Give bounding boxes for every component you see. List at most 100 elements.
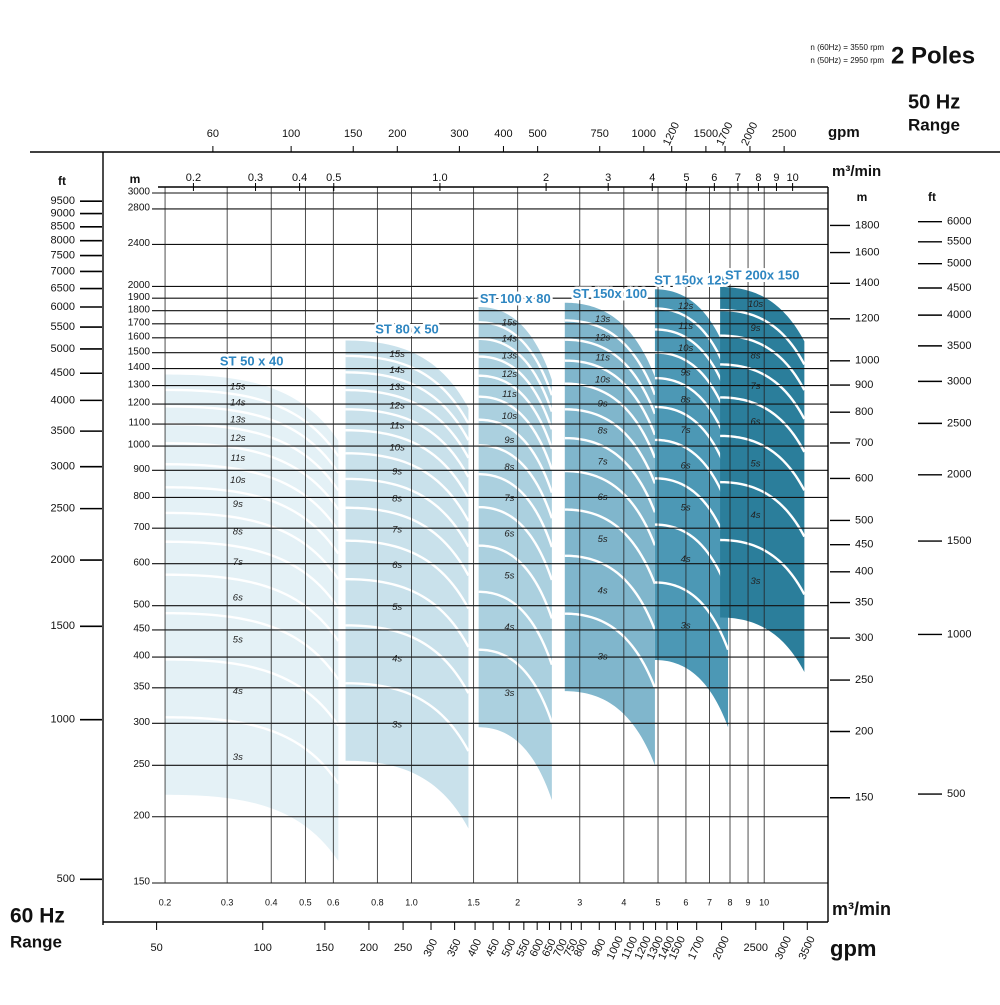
stage-boundary bbox=[345, 408, 470, 478]
x-tick-label: 0.5 bbox=[299, 897, 312, 907]
stage-label: 10s bbox=[230, 475, 246, 486]
range-60-word: Range bbox=[10, 932, 62, 951]
stage-boundary bbox=[165, 486, 340, 555]
stage-label: 3s bbox=[392, 720, 402, 731]
ft-tick-label: 5000 bbox=[51, 343, 75, 355]
stage-label: 11s bbox=[502, 389, 517, 400]
gpm-tick-label: 2000 bbox=[711, 934, 732, 961]
stage-label: 13s bbox=[390, 382, 406, 393]
ft-tick-label: 4000 bbox=[51, 394, 75, 406]
stage-label: 10s bbox=[748, 299, 764, 310]
x-tick-label: 0.8 bbox=[371, 897, 384, 907]
y-tick-label: 400 bbox=[133, 651, 150, 662]
y-tick-label: 1400 bbox=[128, 362, 151, 373]
x-tick-label: 3 bbox=[577, 897, 582, 907]
y-tick-label: 1800 bbox=[128, 304, 151, 315]
unit-m-right: m bbox=[857, 190, 868, 204]
stage-boundary bbox=[654, 405, 730, 475]
gpm-tick-label: 500 bbox=[500, 937, 519, 959]
y-tick-label: 1200 bbox=[128, 398, 151, 409]
x-tick-label: 1.5 bbox=[467, 897, 480, 907]
y-tick-label: 1500 bbox=[128, 346, 151, 357]
pump-band bbox=[165, 374, 339, 862]
ft-tick-label: 1000 bbox=[51, 714, 75, 726]
stage-label: 8s bbox=[750, 350, 760, 361]
y-tick-label: 1900 bbox=[128, 292, 151, 303]
stage-label: 4s bbox=[233, 686, 243, 697]
y-tick-label: 700 bbox=[133, 522, 150, 533]
stage-label: 7s bbox=[598, 456, 608, 467]
ft-tick-label: 2500 bbox=[51, 503, 75, 515]
y-tick-label: 800 bbox=[133, 491, 150, 502]
stage-boundary bbox=[345, 429, 470, 499]
ft2-tick-label: 4000 bbox=[947, 309, 971, 321]
y-tick-label: 1300 bbox=[128, 379, 151, 390]
stage-label: 11s bbox=[231, 453, 246, 464]
ft-tick-label: 6500 bbox=[51, 282, 75, 294]
x-tick-label: 1.0 bbox=[405, 897, 418, 907]
stage-label: 3s bbox=[504, 688, 514, 699]
x2-tick-label: 0.2 bbox=[186, 172, 201, 184]
ft2-tick-label: 1000 bbox=[947, 628, 971, 640]
gpm-tick-label: 3000 bbox=[773, 934, 794, 961]
ft-tick-label: 6000 bbox=[51, 301, 75, 313]
ft2-tick-label: 2000 bbox=[947, 469, 971, 481]
stage-boundary bbox=[345, 388, 470, 459]
speed-50: n (50Hz) = 2950 rpm bbox=[810, 56, 884, 65]
pump-band bbox=[720, 286, 805, 672]
ft-tick-label: 8000 bbox=[51, 235, 75, 247]
stage-label: 5s bbox=[750, 459, 760, 470]
stage-label: 8s bbox=[392, 494, 402, 505]
stage-boundary bbox=[345, 354, 470, 425]
grid-layer bbox=[152, 187, 828, 884]
gpm-tick-label: 1700 bbox=[686, 934, 707, 961]
gpm-tick-label: 1200 bbox=[661, 120, 682, 147]
ft-tick-label: 3000 bbox=[51, 461, 75, 473]
gpm-tick-label: 1000 bbox=[632, 128, 656, 140]
stage-boundary bbox=[165, 716, 340, 785]
y-tick-label: 350 bbox=[133, 681, 150, 692]
stage-boundary bbox=[478, 418, 553, 493]
stage-label: 12s bbox=[502, 369, 518, 380]
gpm-tick-label: 400 bbox=[494, 128, 512, 140]
x2-tick-label: 6 bbox=[711, 172, 717, 184]
unit-gpm-bottom: gpm bbox=[830, 936, 876, 961]
stage-boundary bbox=[165, 540, 340, 609]
y2-tick-label: 1800 bbox=[855, 219, 879, 231]
stage-label: 7s bbox=[504, 493, 514, 504]
x-tick-label: 8 bbox=[727, 897, 732, 907]
stage-label: 6s bbox=[233, 593, 243, 604]
y2-tick-label: 150 bbox=[855, 792, 873, 804]
gpm-tick-label: 150 bbox=[344, 128, 362, 140]
gpm-tick-label: 200 bbox=[360, 942, 378, 954]
stage-boundary bbox=[478, 590, 553, 666]
x-tick-label: 6 bbox=[683, 897, 688, 907]
ft-tick-label: 9000 bbox=[51, 208, 75, 220]
stage-boundary bbox=[165, 442, 340, 511]
stage-label: 4s bbox=[598, 585, 608, 596]
stage-label: 8s bbox=[504, 462, 514, 473]
bands-layer: 15s 14s 13s 12s 11s 10s 9s 8s 7s 6s 5s 4s 3s 15s 14s 13… bbox=[165, 286, 806, 862]
gpm-tick-label: 50 bbox=[150, 942, 162, 954]
y2-tick-label: 500 bbox=[855, 514, 873, 526]
stage-label: 11s bbox=[390, 420, 405, 431]
gpm-tick-label: 2500 bbox=[772, 128, 796, 140]
gpm-tick-label: 1700 bbox=[714, 120, 735, 147]
stage-boundary bbox=[165, 422, 340, 492]
x-tick-label: 2 bbox=[515, 897, 520, 907]
stage-boundary bbox=[345, 682, 470, 752]
ft2-tick-label: 4500 bbox=[947, 282, 971, 294]
stage-label: 14s bbox=[230, 397, 246, 408]
stage-boundary bbox=[478, 472, 553, 548]
stage-label: 12s bbox=[390, 400, 406, 411]
y-tick-label: 900 bbox=[133, 464, 150, 475]
stage-boundary bbox=[654, 307, 730, 377]
ft-tick-label: 5500 bbox=[51, 321, 75, 333]
stage-label: 4s bbox=[504, 622, 514, 633]
stage-label: 6s bbox=[392, 560, 402, 571]
stage-boundary bbox=[165, 573, 340, 642]
stage-label: 7s bbox=[750, 381, 760, 392]
stage-boundary bbox=[720, 480, 806, 538]
stage-boundary bbox=[345, 577, 470, 648]
